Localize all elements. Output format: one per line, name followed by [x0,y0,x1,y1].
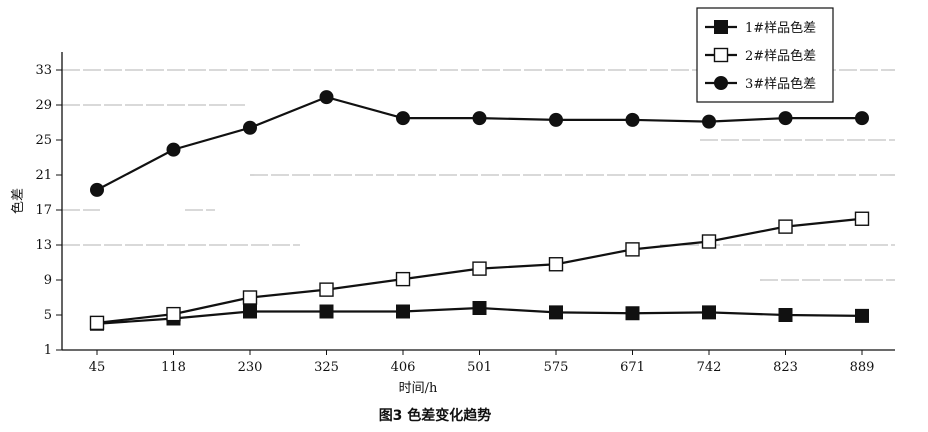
series-3-point-45 [90,182,104,197]
figure-caption: 图3 色差变化趋势 [379,407,492,424]
series-2-point-118 [166,306,181,322]
x-tick-label-230: 230 [238,360,263,375]
series-1-point-889 [855,308,869,323]
series-3 [90,90,869,197]
series-3-point-742 [702,114,716,129]
series-2-point-671 [625,242,640,257]
x-axis-label: 时间/h [399,381,438,396]
series-2-point-575 [548,257,564,272]
x-tick-label-671: 671 [620,360,645,375]
y-axis-label: 色差 [10,188,26,214]
series-3-point-406 [396,111,410,126]
series-2 [89,211,870,331]
series-1-point-671 [625,306,640,321]
series [89,90,870,331]
series-1-point-742 [702,305,716,320]
legend: 1#样品色差 2#样品色差 3#样品色差 [696,7,834,103]
y-tick-label-21: 21 [35,168,52,183]
y-tick-label-5: 5 [44,308,52,323]
x-tick-labels: 45 118 230 325 406 501 575 671 742 823 889 [89,350,875,375]
x-tick-label-406: 406 [391,360,416,375]
series-3-point-118 [166,142,181,157]
x-tick-label-823: 823 [773,360,798,375]
legend-marker-3 [714,76,728,90]
series-2-point-325 [319,282,334,297]
x-tick-label-45: 45 [89,360,106,375]
y-tick-label-1: 1 [44,343,52,358]
series-1-point-230 [243,304,257,319]
series-2-point-406 [395,271,411,287]
y-tick-label-17: 17 [35,203,52,218]
series-2-point-230 [242,290,258,305]
series-1-point-575 [549,305,563,320]
series-3-point-230 [243,120,257,135]
series-1-point-406 [396,304,410,319]
series-3-point-889 [855,111,869,126]
series-2-point-501 [472,261,487,276]
series-1-point-501 [472,301,487,315]
series-3-point-575 [549,112,563,127]
series-1 [90,301,869,331]
y-tick-label-9: 9 [44,273,52,288]
series-1-point-325 [319,304,334,319]
series-3-point-823 [778,111,793,126]
y-tick-label-25: 25 [35,133,52,148]
series-3-point-671 [625,112,640,127]
x-tick-label-501: 501 [467,360,492,375]
x-tick-label-889: 889 [850,360,875,375]
legend-label-1: 1#样品色差 [745,20,816,36]
series-3-point-325 [319,90,334,105]
series-3-point-501 [472,111,487,126]
x-tick-label-575: 575 [544,360,569,375]
x-tick-label-742: 742 [697,360,722,375]
legend-label-2: 2#样品色差 [745,48,816,64]
y-tick-label-13: 13 [35,238,52,253]
series-3-line [96,95,862,191]
x-tick-label-325: 325 [314,360,339,375]
y-tick-labels: 1 5 9 13 17 21 25 29 33 [35,63,62,358]
axes [61,52,895,351]
x-tick-label-118: 118 [161,360,186,375]
legend-marker-2 [713,47,729,63]
series-2-point-823 [778,219,793,234]
legend-label-3: 3#样品色差 [745,76,816,92]
series-2-point-742 [701,234,717,249]
y-tick-label-33: 33 [35,63,52,78]
legend-marker-1 [714,20,728,34]
y-tick-label-29: 29 [35,98,52,113]
series-2-point-45 [89,315,105,331]
series-1-point-823 [778,308,793,322]
series-2-point-889 [854,211,870,226]
